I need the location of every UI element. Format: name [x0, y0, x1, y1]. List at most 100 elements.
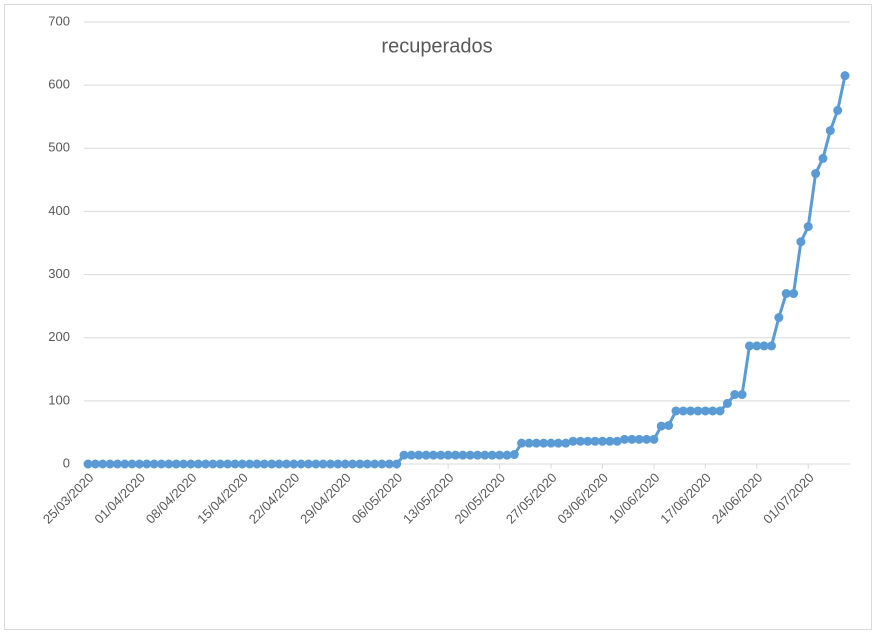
y-tick-label: 100 — [48, 392, 70, 407]
data-point — [223, 459, 233, 469]
data-point — [340, 459, 350, 469]
data-point — [502, 450, 512, 460]
data-point — [539, 438, 549, 448]
y-tick-label: 0 — [63, 455, 70, 470]
data-point — [811, 169, 821, 179]
data-point — [833, 105, 843, 115]
data-point — [612, 436, 622, 446]
data-point — [406, 450, 416, 460]
data-point — [134, 459, 144, 469]
data-point — [583, 436, 593, 446]
data-point — [201, 459, 211, 469]
data-point — [752, 341, 762, 351]
data-point — [458, 450, 468, 460]
data-point — [450, 450, 460, 460]
data-point — [421, 450, 431, 460]
data-point — [370, 459, 380, 469]
data-point — [428, 450, 438, 460]
data-point — [465, 450, 475, 460]
data-point — [664, 420, 674, 430]
data-point — [627, 434, 637, 444]
data-point — [296, 459, 306, 469]
data-point — [722, 398, 732, 408]
data-point — [531, 438, 541, 448]
data-point — [546, 438, 556, 448]
data-point — [399, 450, 409, 460]
data-point — [686, 406, 696, 416]
data-point — [259, 459, 269, 469]
data-point — [480, 450, 490, 460]
y-tick-label: 600 — [48, 77, 70, 92]
data-point — [634, 434, 644, 444]
chart-title: recuperados — [381, 35, 492, 57]
data-point — [281, 459, 291, 469]
data-point — [495, 450, 505, 460]
data-point — [208, 459, 218, 469]
data-point — [561, 438, 571, 448]
data-point — [781, 289, 791, 299]
chart-border — [4, 4, 872, 630]
data-point — [818, 153, 828, 163]
data-point — [392, 459, 402, 469]
data-point — [487, 450, 497, 460]
data-point — [789, 289, 799, 299]
data-point — [605, 436, 615, 446]
data-point — [186, 459, 196, 469]
data-point — [553, 438, 563, 448]
data-point — [193, 459, 203, 469]
y-tick-label: 500 — [48, 140, 70, 155]
data-point — [767, 341, 777, 351]
data-point — [311, 459, 321, 469]
data-point — [708, 406, 718, 416]
data-point — [164, 459, 174, 469]
data-point — [318, 459, 328, 469]
data-point — [730, 390, 740, 400]
data-point — [142, 459, 152, 469]
data-point — [414, 450, 424, 460]
data-point — [112, 459, 122, 469]
data-point — [274, 459, 284, 469]
data-point — [825, 126, 835, 136]
data-point — [326, 459, 336, 469]
data-point — [333, 459, 343, 469]
y-tick-label: 200 — [48, 329, 70, 344]
data-point — [436, 450, 446, 460]
data-point — [774, 313, 784, 323]
data-point — [759, 341, 769, 351]
data-point — [693, 406, 703, 416]
data-point — [230, 459, 240, 469]
data-point — [237, 459, 247, 469]
data-point — [377, 459, 387, 469]
data-point — [671, 406, 681, 416]
data-point — [443, 450, 453, 460]
data-point — [348, 459, 358, 469]
y-tick-label: 700 — [48, 13, 70, 28]
data-point — [98, 459, 108, 469]
data-point — [355, 459, 365, 469]
data-point — [737, 390, 747, 400]
data-point — [597, 436, 607, 446]
data-point — [303, 459, 313, 469]
data-point — [803, 222, 813, 232]
data-point — [245, 459, 255, 469]
data-point — [620, 434, 630, 444]
data-point — [840, 71, 850, 81]
data-point — [517, 438, 527, 448]
data-point — [252, 459, 262, 469]
data-point — [171, 459, 181, 469]
data-point — [642, 434, 652, 444]
data-point — [289, 459, 299, 469]
data-point — [362, 459, 372, 469]
data-point — [156, 459, 166, 469]
data-point — [678, 406, 688, 416]
data-point — [149, 459, 159, 469]
data-point — [473, 450, 483, 460]
data-point — [590, 436, 600, 446]
data-point — [105, 459, 115, 469]
data-point — [656, 421, 666, 431]
y-tick-label: 400 — [48, 203, 70, 218]
data-point — [649, 434, 659, 444]
data-point — [120, 459, 130, 469]
data-point — [568, 436, 578, 446]
